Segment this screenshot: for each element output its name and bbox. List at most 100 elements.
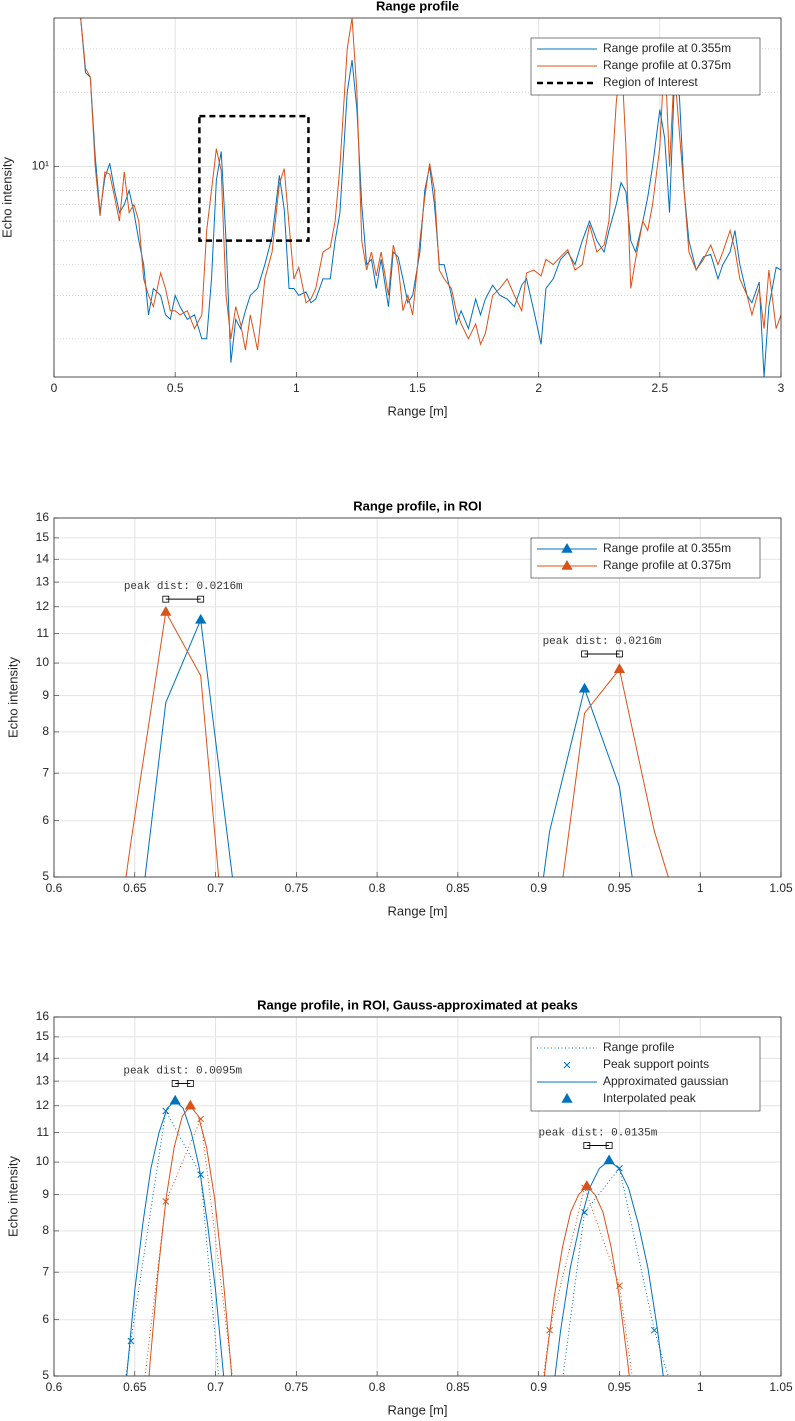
legend-label: Range profile at 0.355m [603, 41, 731, 55]
y-tick-label: 13 [36, 1073, 50, 1087]
series-line [125, 610, 669, 877]
y-tick-label: 11 [37, 1125, 50, 1139]
x-tick-label: 0.95 [608, 1380, 632, 1394]
legend-label: Range profile at 0.355m [603, 541, 731, 555]
legend-label: Peak support points [603, 1057, 709, 1071]
y-tick-label: 15 [36, 1029, 50, 1043]
x-tick-label: 0.65 [123, 1380, 147, 1394]
peak-distance-end [581, 650, 588, 658]
legend-label: Range profile at 0.375m [603, 558, 731, 572]
legend-marker [561, 542, 573, 553]
annotation: peak dist: 0.0095m [123, 1065, 242, 1077]
y-tick-label: 5 [42, 1368, 49, 1382]
y-tick-label: 12 [36, 599, 50, 613]
support-marker [616, 1164, 623, 1172]
region-of-interest [198, 114, 310, 242]
chart-title: Range profile [376, 0, 459, 13]
legend-marker [561, 559, 573, 570]
support-marker [127, 1337, 135, 1345]
peak-marker [581, 1180, 593, 1190]
y-tick-label: 8 [42, 724, 49, 738]
x-tick-label: 0.65 [123, 881, 147, 895]
peak-marker [578, 682, 591, 693]
y-tick-label: 11 [37, 626, 50, 640]
y-tick-label: 16 [36, 510, 50, 524]
peak-marker [184, 1099, 196, 1110]
y-tick-label: 8 [42, 1223, 49, 1237]
axes-box [53, 517, 782, 878]
peak-marker [613, 663, 626, 674]
peak-marker [169, 1094, 181, 1105]
y-axis-label: Echo intensity [5, 657, 20, 738]
y-tick-label: 7 [42, 1264, 49, 1278]
annotation: peak dist: 0.0216m [124, 581, 243, 593]
axes-box [53, 17, 782, 378]
legend: Range profile at 0.355m Range profile at … [530, 537, 761, 579]
x-axis-label: Range [m] [388, 403, 448, 418]
x-tick-label: 2 [535, 381, 542, 395]
legend-marker [563, 1061, 571, 1069]
peak-distance-end [162, 595, 170, 603]
annotation: peak dist: 0.0216m [543, 636, 662, 648]
legend-label: Range profile at 0.375m [603, 58, 731, 72]
y-axis-label: Echo intensity [5, 1156, 20, 1237]
support-marker [233, 1399, 239, 1405]
x-tick-label: 3 [778, 381, 785, 395]
y-tick-label: 10 [36, 1154, 50, 1168]
x-tick-label: 0 [51, 381, 58, 395]
legend-label: Region of Interest [603, 75, 698, 89]
legend-label: Range profile [603, 1040, 675, 1054]
x-tick-label: 0.9 [530, 1380, 547, 1394]
y-tick-label: 16 [36, 1009, 50, 1023]
legend: Range profile at 0.355m Range profile at … [530, 37, 761, 96]
y-tick-label: 12 [36, 1098, 50, 1112]
y-tick-label: 7 [42, 765, 49, 779]
series-line [144, 1117, 633, 1376]
support-marker [650, 1326, 658, 1334]
x-tick-label: 0.95 [608, 881, 632, 895]
x-tick-label: 0.8 [369, 881, 386, 895]
chart: 0.6 0.65 0.7 0.75 0.8 0.85 0.9 0.95 1 1.05 5 6 7 8 9 10… [5, 997, 793, 1417]
x-tick-label: 1 [697, 881, 704, 895]
chart-title: Range profile, in ROI [353, 498, 482, 513]
legend: Range profile Peak support points Approxim… [530, 1036, 761, 1112]
legend-label: Interpolated peak [603, 1091, 697, 1105]
x-tick-label: 1 [293, 381, 300, 395]
series-line [144, 618, 633, 877]
peak-distance-end [605, 1142, 613, 1149]
x-tick-label: 0.7 [207, 1380, 224, 1394]
annotation: peak dist: 0.0135m [539, 1127, 658, 1139]
series-line [125, 1109, 669, 1376]
y-tick-label: 6 [42, 813, 49, 827]
legend-marker [561, 1092, 573, 1103]
y-tick-label: 10¹ [32, 159, 49, 173]
x-tick-label: 0.7 [207, 881, 224, 895]
series-line [80, 18, 781, 351]
y-tick-label: 6 [42, 1312, 49, 1326]
legend-label: Approximated gaussian [603, 1074, 728, 1088]
y-tick-label: 9 [42, 688, 49, 702]
x-tick-label: 0.5 [167, 381, 184, 395]
y-tick-label: 5 [42, 869, 49, 883]
chart: 0.6 0.65 0.7 0.75 0.8 0.85 0.9 0.95 1 1.05 5 6 7 8 9 10… [5, 498, 793, 918]
x-tick-label: 1.05 [769, 1380, 793, 1394]
plot-data [125, 605, 669, 877]
legend-box [530, 537, 761, 579]
x-tick-label: 0.9 [530, 881, 547, 895]
y-axis-label: Echo intensity [0, 157, 14, 238]
x-tick-label: 0.75 [285, 1380, 309, 1394]
x-tick-label: 0.8 [369, 1380, 386, 1394]
y-tick-label: 14 [36, 551, 50, 565]
x-tick-label: 0.6 [46, 1380, 63, 1394]
axes-box [53, 1016, 782, 1377]
peak-marker [603, 1154, 615, 1165]
y-tick-label: 9 [42, 1187, 49, 1201]
x-axis-label: Range [m] [388, 1402, 448, 1417]
x-tick-label: 0.85 [446, 1380, 470, 1394]
x-axis-label: Range [m] [388, 903, 448, 918]
peak-distance-end [186, 1080, 194, 1087]
peak-distance-end [583, 1142, 591, 1149]
peak-distance-end [171, 1080, 179, 1087]
x-tick-label: 1 [697, 1380, 704, 1394]
peak-distance-end [616, 650, 623, 658]
